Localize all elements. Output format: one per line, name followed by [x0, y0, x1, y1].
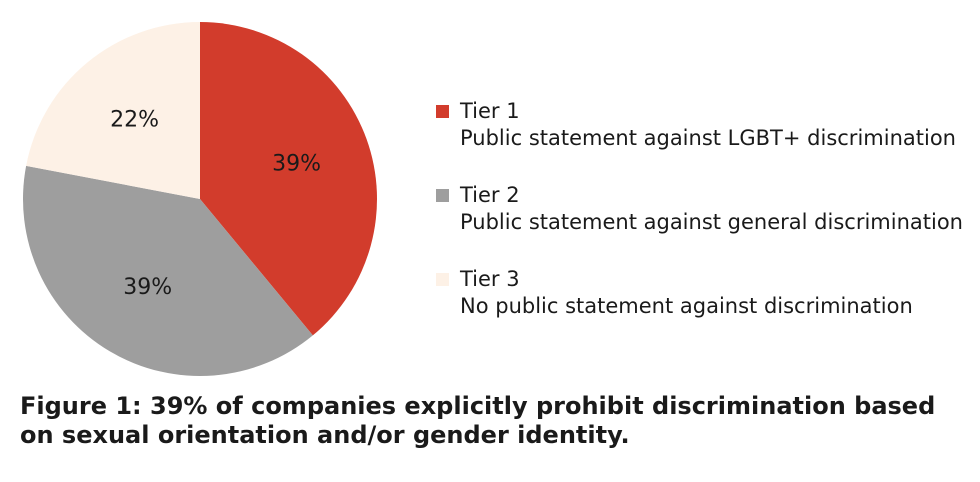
pie-label-tier-2: 39% — [123, 275, 172, 300]
pie-chart: 39% 39% 22% — [23, 22, 377, 377]
legend-description-tier-2: Public statement against general discrim… — [460, 210, 963, 234]
legend-swatch-tier-2 — [436, 189, 449, 202]
pie-label-tier-1: 39% — [272, 152, 321, 177]
legend-title-tier-3: Tier 3 — [460, 267, 520, 291]
pie-slice-tier-1 — [200, 22, 377, 336]
legend-title-tier-2: Tier 2 — [460, 183, 520, 207]
legend-description-tier-1: Public statement against LGBT+ discrimin… — [460, 126, 956, 150]
figure-caption: Figure 1: 39% of companies explicitly pr… — [20, 392, 936, 449]
pie-label-tier-3: 22% — [110, 107, 159, 132]
legend-swatch-tier-1 — [436, 105, 449, 118]
legend-description-tier-3: No public statement against discriminati… — [460, 294, 913, 318]
legend-title-tier-1: Tier 1 — [460, 99, 520, 123]
legend-swatch-tier-3 — [436, 273, 449, 286]
pie-slice-tier-2 — [23, 165, 313, 377]
pie-slice-tier-3 — [26, 22, 200, 199]
